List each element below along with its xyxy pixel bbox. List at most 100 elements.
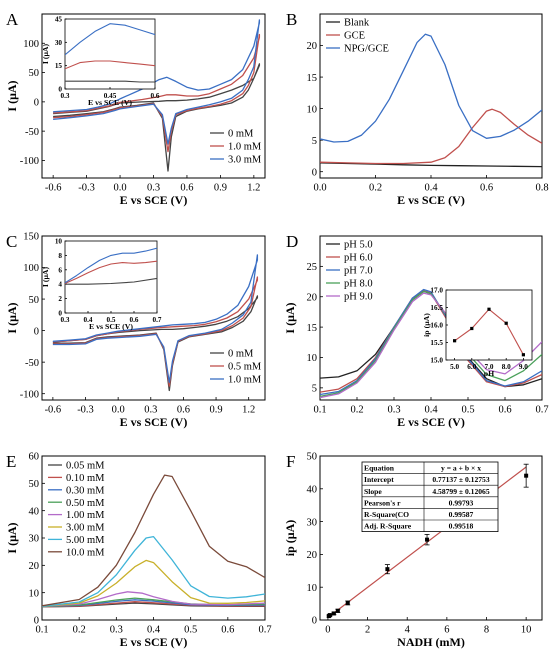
y-tick-label: 40 [307, 484, 318, 495]
x-tick-label: 1.2 [247, 183, 260, 194]
legend-label: NPG/GCE [344, 44, 389, 55]
x-tick-label: 0.0 [313, 183, 326, 194]
inset-series-line-0 [65, 277, 157, 285]
x-tick-label: 0.2 [369, 183, 382, 194]
series-line-4 [320, 292, 542, 399]
x-tick-label: 0.6 [498, 405, 511, 416]
series-line-4 [42, 591, 265, 607]
panel-letter: B [286, 10, 297, 29]
inset-data-point [521, 353, 525, 357]
y-tick-label: 50 [29, 295, 40, 306]
x-axis-label: NADH (mM) [397, 635, 465, 649]
inset-y-tick-label: 17.0 [430, 287, 443, 295]
inset-plot-frame [445, 289, 533, 361]
inset-x-tick-label: 0.5 [107, 316, 116, 324]
inset-x-tick-label: 0.7 [153, 316, 162, 324]
x-tick-label: 0.4 [424, 183, 438, 194]
inset-y-axis-label: I (μA) [41, 43, 50, 64]
inset-series-line-1 [65, 260, 157, 285]
y-tick-label: -100 [20, 156, 39, 167]
data-point [331, 611, 336, 616]
x-tick-label: -0.3 [78, 183, 95, 194]
data-point [425, 537, 430, 542]
x-tick-label: 0.9 [214, 183, 227, 194]
inset-y-tick-label: 30 [55, 39, 63, 47]
series-line-5 [42, 559, 265, 607]
stats-table-key: Intercept [364, 475, 394, 484]
inset-x-tick-label: 9.0 [519, 363, 528, 371]
inset-y-tick-label: 16.0 [430, 322, 443, 330]
legend-label: 3.0 mM [228, 155, 262, 166]
legend-label: pH 8.0 [344, 279, 373, 290]
data-point [335, 608, 340, 613]
plot-frame [41, 455, 266, 621]
stats-table-key: Slope [364, 487, 382, 496]
panel-a: A -0.6 -0.3 0.0 0.3 0.6 0.9 1.2 -100 -50 0 50 100 E v… [5, 10, 266, 207]
x-axis-label: E vs SCE (V) [120, 635, 188, 649]
legend-label: 3.00 mM [66, 523, 105, 534]
x-tick-label: 2 [365, 625, 370, 636]
x-tick-label: -0.3 [77, 405, 94, 416]
legend-label: 0.10 mM [66, 473, 105, 484]
inset-series-line-1 [65, 60, 155, 70]
data-point [524, 473, 529, 478]
x-tick-label: 0.9 [209, 405, 222, 416]
y-tick-label: 15 [307, 323, 318, 334]
y-tick-label: 0 [34, 616, 39, 627]
stats-table-key: Adj. R-Square [364, 522, 412, 531]
series-line-1 [320, 108, 542, 165]
inset-x-tick-label: 0.3 [61, 92, 70, 100]
y-axis-label: I (μA) [283, 302, 297, 333]
x-tick-label: 1.2 [242, 405, 255, 416]
panel-letter: E [6, 452, 16, 471]
inset-x-tick-label: 0.3 [61, 316, 70, 324]
inset-x-tick-label: 0.4 [84, 316, 93, 324]
inset-y-tick-label: 0 [58, 310, 62, 318]
y-tick-label: 20 [29, 561, 40, 572]
x-tick-label: 0.6 [480, 183, 493, 194]
x-axis-label: E vs SCE (V) [397, 415, 465, 429]
inset-y-tick-label: 2 [58, 295, 62, 303]
y-tick-label: 0 [34, 326, 39, 337]
inset-x-tick-label: 7.0 [485, 363, 494, 371]
x-tick-label: 8 [484, 625, 489, 636]
legend-label: 0.50 mM [66, 498, 105, 509]
x-tick-label: 0.6 [180, 183, 193, 194]
y-tick-label: 10 [307, 104, 318, 115]
stats-table-key: R-Square(CO [364, 510, 409, 519]
x-tick-label: 0.4 [424, 405, 438, 416]
panel-letter: A [6, 10, 19, 29]
stats-table-value: 0.99587 [449, 510, 474, 519]
legend-label: pH 6.0 [344, 253, 373, 264]
inset-series-line-0 [65, 80, 155, 83]
x-axis-label: E vs SCE (V) [397, 193, 465, 207]
panel-b: B 0.0 0.2 0.4 0.6 0.8 0 5 10 15 20 E vs SCE (V) Blan… [286, 10, 549, 207]
legend-label: 0.5 mM [228, 362, 262, 373]
legend-label: 1.00 mM [66, 510, 105, 521]
inset-data-point [487, 307, 491, 311]
inset-y-tick-label: 15 [55, 62, 63, 70]
inset-y-tick-label: 15.5 [430, 339, 443, 347]
panel-d: D 0.1 0.2 0.3 0.4 0.5 0.6 0.7 5 10 15 20 25 E vs SCE … [283, 232, 549, 429]
y-tick-label: 5 [312, 384, 317, 395]
y-tick-label: -50 [25, 358, 39, 369]
x-tick-label: 0.6 [177, 405, 190, 416]
legend-label: 0.30 mM [66, 485, 105, 496]
stats-table-value: 0.99518 [449, 522, 474, 531]
data-point [327, 613, 332, 618]
x-tick-label: 10 [521, 625, 532, 636]
x-tick-label: 0.4 [147, 625, 161, 636]
y-tick-label: 20 [307, 550, 318, 561]
y-tick-label: 100 [23, 263, 39, 274]
legend-label: Blank [344, 18, 370, 29]
series-line-0 [52, 295, 259, 392]
y-tick-label: 50 [29, 68, 40, 79]
legend-label: GCE [344, 31, 365, 42]
inset-x-axis-label: E vs SCE (V) [88, 98, 132, 107]
series-line-2 [320, 33, 542, 143]
x-tick-label: -0.6 [45, 183, 62, 194]
legend-label: 1.0 mM [228, 375, 262, 386]
y-tick-label: 25 [307, 262, 318, 273]
x-tick-label: 0.1 [313, 405, 326, 416]
legend-label: 0 mM [228, 349, 254, 360]
